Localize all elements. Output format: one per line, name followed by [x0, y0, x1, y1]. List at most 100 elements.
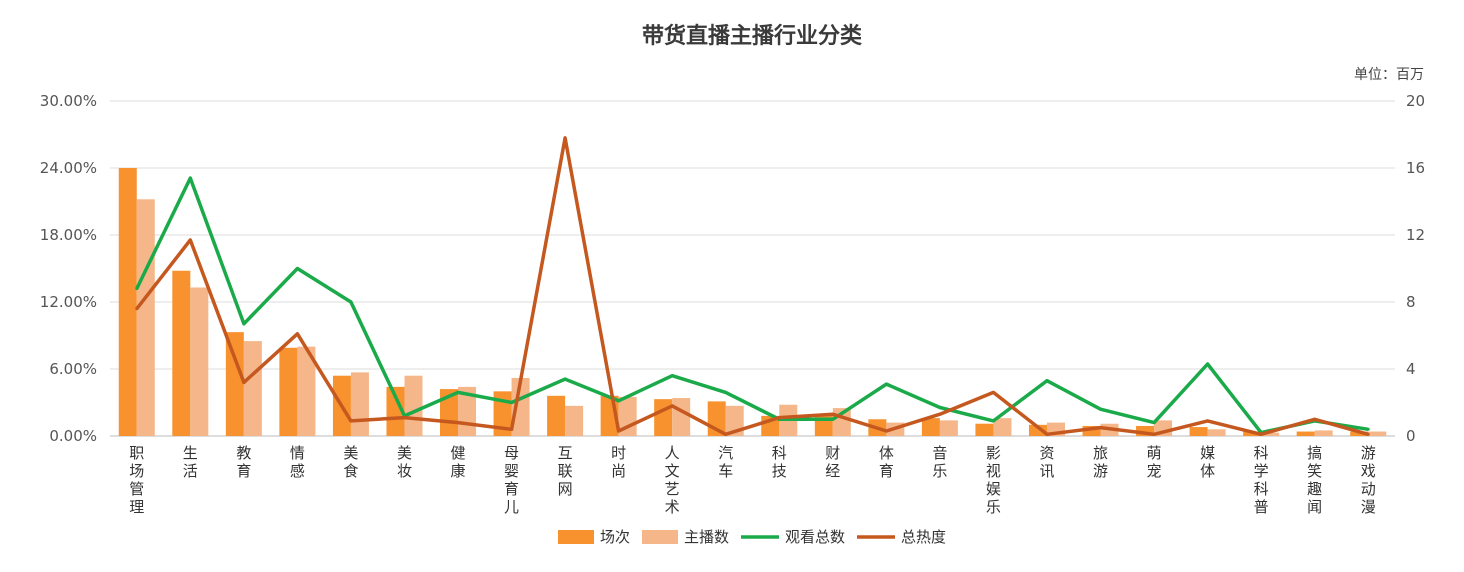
y-right-tick-label: 12 [1406, 226, 1425, 244]
point-观看总数 [349, 300, 353, 304]
bar-场次 [1136, 425, 1155, 436]
point-观看总数 [617, 399, 621, 403]
y-left-tick-label: 12.00% [40, 293, 97, 311]
point-观看总数 [670, 374, 674, 378]
y-right-tick-label: 16 [1406, 159, 1425, 177]
y-left-tick-label: 0.00% [49, 427, 97, 445]
point-总热度 [1099, 426, 1103, 430]
point-观看总数 [1045, 379, 1049, 383]
x-tick-label: 旅游 [1093, 444, 1108, 480]
point-观看总数 [1206, 362, 1210, 366]
point-观看总数 [938, 406, 942, 410]
point-总热度 [242, 380, 246, 384]
point-总热度 [563, 136, 567, 140]
point-总热度 [1045, 432, 1049, 436]
bar-主播数 [1207, 429, 1226, 436]
point-总热度 [456, 421, 460, 425]
x-tick-label: 母婴育儿 [504, 444, 519, 516]
point-观看总数 [135, 287, 139, 291]
bar-主播数 [350, 372, 369, 436]
x-tick-label: 美妆 [397, 444, 412, 480]
point-总热度 [510, 427, 514, 431]
x-tick-label: 生活 [183, 444, 198, 480]
bar-主播数 [1314, 430, 1333, 436]
y-left-tick-label: 18.00% [40, 226, 97, 244]
bar-场次 [547, 395, 566, 436]
bar-主播数 [993, 418, 1012, 436]
point-总热度 [724, 432, 728, 436]
x-tick-label: 财经 [825, 444, 840, 480]
bar-主播数 [243, 341, 262, 436]
point-总热度 [938, 412, 942, 416]
x-tick-label: 情感 [290, 444, 305, 480]
point-观看总数 [242, 322, 246, 326]
point-观看总数 [188, 176, 192, 180]
point-观看总数 [831, 417, 835, 421]
bar-主播数 [565, 405, 584, 436]
y-left-tick-label: 30.00% [40, 92, 97, 110]
x-tick-label: 萌宠 [1147, 444, 1162, 480]
x-tick-label: 科学科普 [1254, 444, 1269, 516]
bar-主播数 [1261, 432, 1280, 436]
x-tick-label: 职场管理 [129, 444, 144, 516]
point-总热度 [1152, 432, 1156, 436]
point-总热度 [777, 416, 781, 420]
point-总热度 [884, 429, 888, 433]
y-right-tick-label: 4 [1406, 360, 1416, 378]
point-观看总数 [1099, 407, 1103, 411]
x-tick-label: 游戏动漫 [1361, 444, 1376, 516]
bar-场次 [225, 332, 244, 436]
point-观看总数 [1152, 421, 1156, 425]
y-left-tick-label: 24.00% [40, 159, 97, 177]
point-总热度 [1259, 432, 1263, 436]
point-总热度 [617, 429, 621, 433]
point-观看总数 [1366, 427, 1370, 431]
point-总热度 [295, 332, 299, 336]
bar-场次 [118, 168, 137, 436]
bar-主播数 [190, 287, 209, 436]
chart-title: 带货直播主播行业分类 [641, 24, 862, 49]
bar-场次 [279, 347, 298, 436]
x-tick-label: 人文艺术 [665, 444, 680, 516]
bar-场次 [172, 270, 191, 436]
x-tick-label: 汽车 [718, 444, 733, 480]
point-总热度 [831, 412, 835, 416]
point-观看总数 [991, 419, 995, 423]
point-总热度 [1313, 417, 1317, 421]
line-总热度 [135, 136, 1369, 437]
point-总热度 [349, 419, 353, 423]
x-tick-label: 影视娱乐 [986, 444, 1001, 516]
bar-主播数 [404, 375, 423, 436]
bar-场次 [386, 386, 405, 436]
bar-场次 [921, 418, 940, 436]
bar-场次 [1082, 425, 1101, 436]
point-总热度 [188, 238, 192, 242]
y-right-tick-label: 0 [1406, 427, 1416, 445]
point-观看总数 [884, 382, 888, 386]
legend-label: 主播数 [684, 528, 729, 546]
x-tick-label: 搞笑趣闻 [1307, 444, 1322, 516]
point-总热度 [1206, 419, 1210, 423]
bar-场次 [1028, 424, 1047, 436]
bar-场次 [975, 423, 994, 436]
legend-swatch [558, 530, 594, 544]
unit-label: 单位：百万 [1354, 67, 1424, 83]
x-tick-label: 资讯 [1039, 444, 1054, 480]
legend-label: 观看总数 [785, 528, 845, 546]
bar-主播数 [511, 377, 530, 436]
bar-主播数 [297, 346, 316, 436]
point-总热度 [670, 404, 674, 408]
x-tick-label: 美食 [343, 444, 358, 480]
legend-swatch [642, 530, 678, 544]
point-观看总数 [563, 377, 567, 381]
point-总热度 [991, 390, 995, 394]
x-tick-label: 健康 [451, 444, 466, 480]
y-left-tick-label: 6.00% [49, 360, 97, 378]
bar-主播数 [672, 398, 691, 436]
bar-主播数 [136, 199, 155, 436]
bar-主播数 [939, 420, 958, 436]
x-tick-label: 时尚 [611, 444, 626, 480]
point-观看总数 [510, 401, 514, 404]
line-观看总数 [135, 176, 1369, 435]
